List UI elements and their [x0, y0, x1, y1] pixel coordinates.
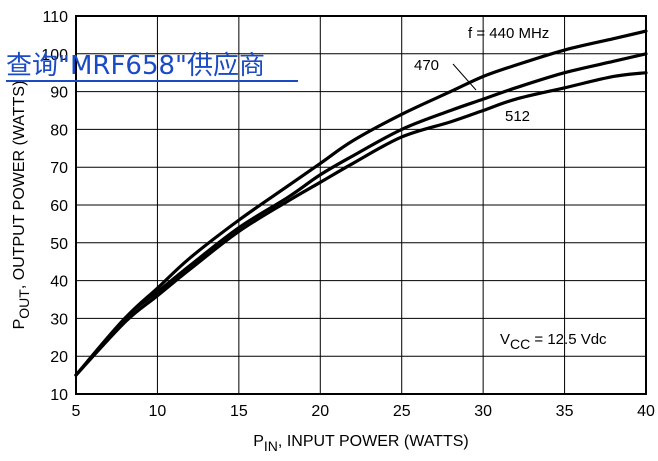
x-tick-label: 30	[474, 403, 492, 420]
x-tick-label: 25	[393, 403, 411, 420]
y-tick-label: 110	[42, 9, 68, 26]
series-line-0	[74, 29, 648, 377]
y-tick-label: 30	[50, 311, 68, 328]
y-tick-label: 50	[50, 236, 68, 253]
y-tick-label: 40	[50, 274, 68, 291]
series-line-1	[74, 52, 648, 377]
x-tick-label: 15	[230, 403, 248, 420]
x-tick-label: 20	[311, 403, 329, 420]
y-tick-label: 80	[50, 122, 68, 139]
x-tick-label: 10	[149, 403, 167, 420]
x-tick-labels: 5 10 15 20 25 30 35 40	[72, 403, 655, 420]
y-tick-label: 70	[50, 160, 68, 177]
x-tick-label: 5	[72, 403, 81, 420]
plot-frame	[75, 15, 647, 395]
y-tick-label: 100	[41, 47, 68, 64]
x-axis-title: PIN, INPUT POWER (WATTS)	[253, 433, 468, 454]
y-tick-label: 10	[50, 387, 68, 404]
series-line-2	[74, 71, 648, 377]
series-label-440: f = 440 MHz	[468, 25, 549, 42]
y-tick-label: 90	[50, 85, 68, 102]
x-tick-label: 35	[556, 403, 574, 420]
y-tick-labels: 10 20 30 40 50 60 70 80 90 100 110	[41, 9, 68, 404]
y-tick-label: 60	[50, 198, 68, 215]
y-axis-title: POUT, OUTPUT POWER (WATTS)	[11, 81, 32, 330]
chart-series	[74, 29, 648, 377]
y-tick-label: 20	[50, 349, 68, 366]
vcc-annotation: VCC = 12.5 Vdc	[500, 331, 607, 352]
series-label-470-leader	[452, 63, 477, 91]
x-tick-label: 40	[637, 403, 655, 420]
supplier-query-link[interactable]: 查询"MRF658"供应商	[6, 51, 265, 81]
series-label-512: 512	[505, 108, 530, 125]
series-label-470: 470	[414, 57, 439, 74]
